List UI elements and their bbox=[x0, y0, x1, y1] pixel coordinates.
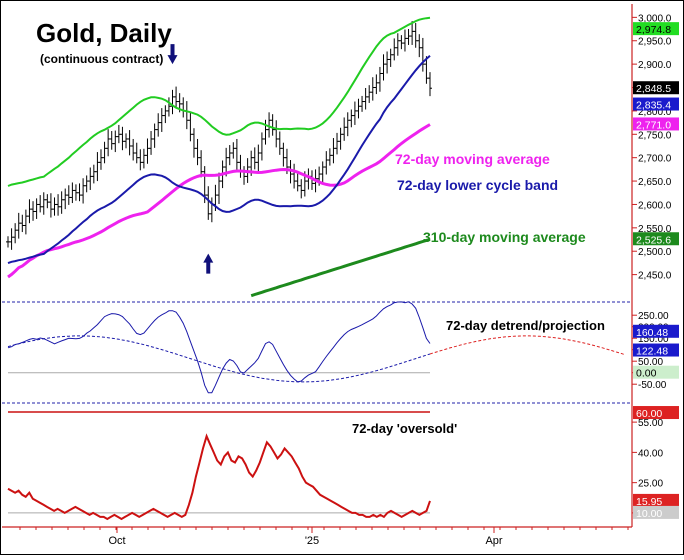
arrow-down-marker bbox=[167, 44, 178, 65]
value-label-detrend-projection: 122.48 bbox=[636, 346, 668, 358]
annotation-72-day-lower-band: 72-day lower cycle band bbox=[397, 177, 558, 193]
chart-subtitle: (continuous contract) bbox=[40, 52, 163, 66]
series-detrend bbox=[7, 301, 431, 394]
y-tick-label-price: 2,550.0 bbox=[638, 224, 672, 235]
value-label-close-box bbox=[633, 81, 679, 95]
value-label-upper-band-box bbox=[633, 22, 679, 36]
y-tick-label-price: 2,600.0 bbox=[638, 200, 672, 211]
value-label-310-day-ma: 2,525.6 bbox=[636, 234, 671, 246]
value-label-close: 2,848.5 bbox=[636, 83, 671, 95]
series-72-day-oversold bbox=[7, 433, 431, 521]
value-label-310-day-ma-box bbox=[633, 232, 679, 246]
value-label-detrend-box bbox=[633, 324, 679, 338]
value-label-oversold-upper-box bbox=[633, 406, 679, 420]
y-tick-label-detrend: 250.00 bbox=[638, 311, 669, 322]
series-upper-cycle-band bbox=[7, 16, 431, 187]
series-72-day-lower-cycle-band bbox=[7, 54, 431, 265]
value-label-oversold-upper: 60.00 bbox=[636, 408, 662, 420]
annotation-72-day-ma: 72-day moving average bbox=[395, 151, 550, 167]
value-label-lower-band-box bbox=[633, 97, 679, 111]
value-label-detrend-zero-box bbox=[633, 365, 679, 379]
value-label-oversold: 15.95 bbox=[636, 496, 662, 508]
x-tick-label: '25 bbox=[305, 535, 319, 547]
annotation-310-day-ma: 310-day moving average bbox=[423, 229, 586, 245]
arrow-up-marker bbox=[203, 253, 214, 274]
x-tick-label: Apr bbox=[485, 535, 502, 547]
y-tick-label-price: 2,500.0 bbox=[638, 247, 672, 258]
y-tick-label-price: 2,700.0 bbox=[638, 154, 672, 165]
y-tick-label-oversold: 55.00 bbox=[638, 418, 663, 429]
value-label-72-day-ma: 2,771.0 bbox=[636, 119, 671, 131]
y-tick-label-oversold: 25.00 bbox=[638, 479, 663, 490]
value-label-oversold-lower-box bbox=[633, 505, 679, 519]
y-tick-label-price: 2,800.0 bbox=[638, 107, 672, 118]
y-tick-label-price: 2,900.0 bbox=[638, 60, 672, 71]
value-label-oversold-lower: 10.00 bbox=[636, 508, 662, 520]
series-310-day-moving-average bbox=[250, 237, 431, 298]
value-label-72-day-ma-box bbox=[633, 117, 679, 131]
value-label-detrend: 160.48 bbox=[636, 327, 668, 339]
series-detrend-projection-history bbox=[7, 335, 431, 383]
value-label-lower-band: 2,835.4 bbox=[636, 100, 671, 112]
value-label-detrend-projection-box bbox=[633, 343, 679, 357]
y-tick-label-price: 2,750.0 bbox=[638, 130, 672, 141]
series-72-day-moving-average bbox=[7, 123, 431, 279]
annotation-oversold: 72-day 'oversold' bbox=[352, 421, 457, 436]
y-tick-label-price: 2,950.0 bbox=[638, 37, 672, 48]
y-tick-label-price: 2,450.0 bbox=[638, 271, 672, 282]
x-tick-label: Oct bbox=[108, 535, 125, 547]
y-tick-label-detrend: 50.00 bbox=[638, 357, 663, 368]
annotation-detrend: 72-day detrend/projection bbox=[446, 318, 605, 333]
y-tick-label-price: 3,000.0 bbox=[638, 13, 672, 24]
value-label-upper-band: 2,974.8 bbox=[636, 24, 671, 36]
y-tick-label-detrend: -50.00 bbox=[638, 380, 667, 391]
y-tick-label-detrend: 150.00 bbox=[638, 334, 669, 345]
y-tick-label-price: 2,650.0 bbox=[638, 177, 672, 188]
chart-title: Gold, Daily bbox=[36, 18, 172, 48]
value-label-oversold-box bbox=[633, 493, 679, 507]
value-label-detrend-zero: 0.00 bbox=[636, 368, 657, 380]
y-tick-label-oversold: 40.00 bbox=[638, 448, 663, 459]
